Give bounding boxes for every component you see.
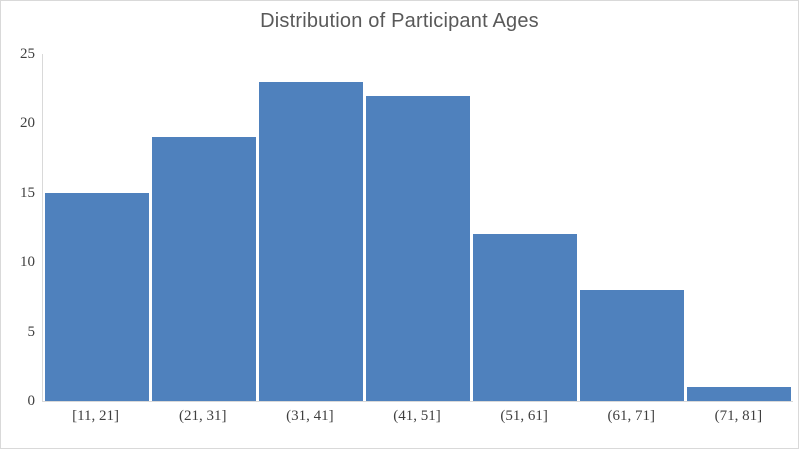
y-tick-label: 10 (20, 254, 35, 271)
x-tick-label: (71, 81] (714, 408, 763, 424)
x-tick-label: (31, 41] (286, 408, 334, 424)
histogram-bar-(31, 41] (258, 81, 363, 401)
x-tick-label: (21, 31] (178, 408, 227, 424)
x-tick-label: (51, 61] (500, 408, 548, 424)
histogram-bar-(71, 81] (687, 387, 792, 401)
y-tick-label: 20 (20, 115, 35, 132)
y-tick-label: 25 (20, 46, 35, 62)
histogram-bar-(51, 61] (473, 234, 578, 401)
y-tick-label: 15 (20, 184, 35, 201)
x-tick-label: (41, 51] (393, 408, 441, 424)
plot-area (42, 54, 793, 402)
histogram-bar-(21, 31] (151, 137, 256, 401)
histogram-bar-(41, 51] (365, 95, 471, 401)
y-tick-label: 0 (27, 393, 36, 409)
histogram-bar-(61, 71] (580, 289, 685, 401)
y-tick-label: 5 (27, 323, 36, 340)
x-tick-label: (61, 71] (607, 408, 656, 424)
histogram-bar-[11, 21] (44, 192, 149, 401)
x-tick-label: [11, 21] (72, 408, 120, 424)
chart-title: Distribution of Participant Ages (260, 10, 539, 32)
